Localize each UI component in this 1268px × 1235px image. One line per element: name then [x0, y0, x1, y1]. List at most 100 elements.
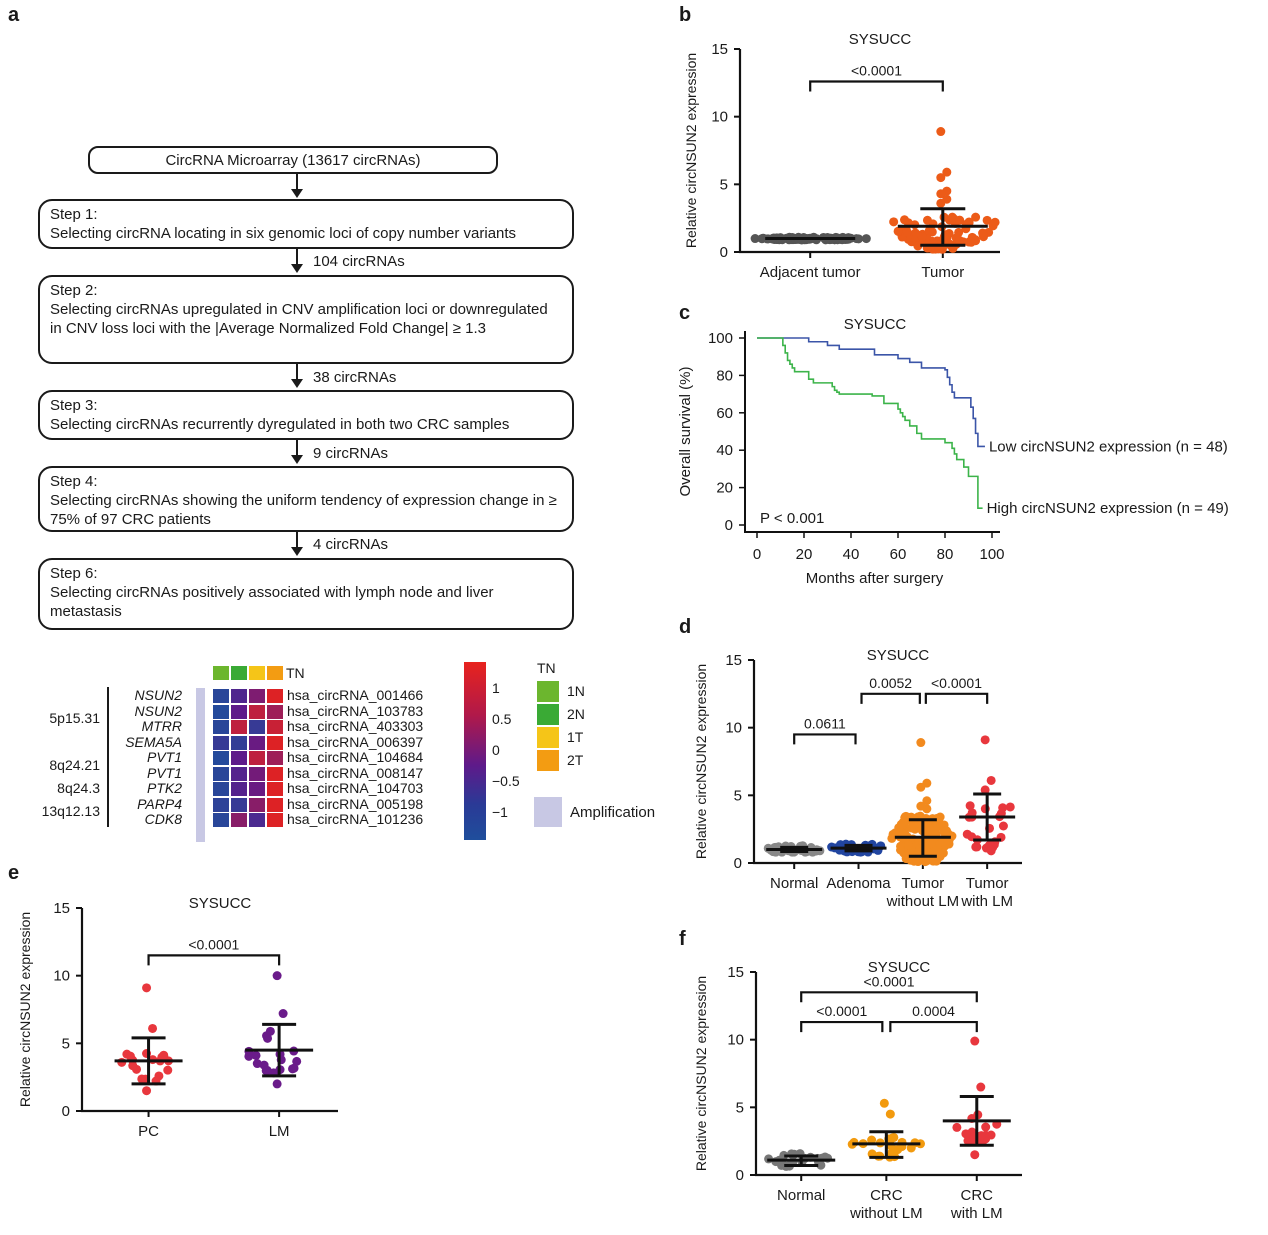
data-point [159, 1050, 169, 1060]
amplification-swatch [534, 797, 562, 827]
y-tick-label: 0 [736, 1167, 744, 1184]
data-point [970, 1150, 980, 1160]
data-point [750, 234, 760, 244]
p-value-annotation: P < 0.001 [760, 510, 824, 527]
flow-arrow [291, 249, 303, 273]
y-tick-label: 0 [720, 244, 728, 261]
p-value-label: <0.0001 [816, 1003, 867, 1019]
heatmap-cell [267, 720, 283, 734]
step-title: Step 6: [50, 565, 98, 582]
x-tick-label: Normal [777, 1187, 825, 1204]
data-point [964, 217, 974, 227]
heatmap-cell [249, 797, 265, 812]
heatmap-cell [231, 813, 247, 827]
heatmap-cell [213, 782, 229, 796]
data-point [890, 828, 900, 838]
legend-label: 1N [567, 683, 585, 699]
x-tick-label: LM [269, 1123, 290, 1140]
p-value-label: <0.0001 [864, 973, 915, 989]
locus-bracket [107, 780, 109, 796]
y-axis-label: Overall survival (%) [677, 366, 694, 496]
y-tick-label: 5 [62, 1035, 70, 1052]
gene-label: NSUN2 [134, 687, 182, 703]
data-point [916, 782, 926, 792]
y-tick-label: 10 [53, 968, 70, 985]
data-point [913, 241, 923, 251]
series-label: Low circNSUN2 expression (n = 48) [989, 438, 1228, 455]
step-text: Selecting circRNAs upregulated in CNV am… [50, 301, 548, 337]
y-tick-label: 15 [725, 652, 742, 669]
legend-label: 2N [567, 706, 585, 722]
y-tick-label: 15 [711, 41, 728, 58]
p-value-label: 0.0611 [804, 715, 846, 731]
gene-label: PARP4 [137, 795, 182, 812]
heatmap-cell [213, 689, 229, 703]
data-point [922, 796, 932, 806]
data-point [938, 836, 948, 846]
y-tick-label: 80 [716, 367, 733, 384]
gene-label: PVT1 [146, 764, 182, 781]
legend-title: TN [537, 660, 556, 676]
step-text: Selecting circRNAs showing the uniform t… [50, 492, 557, 528]
data-point [252, 1059, 262, 1069]
y-axis-label: Relative circNSUN2 expression [693, 664, 709, 859]
data-point [910, 220, 920, 230]
x-tick-label: Tumor [921, 264, 964, 281]
heatmap-cell [213, 813, 229, 827]
data-point [966, 237, 976, 247]
heatmap-cell [231, 735, 247, 750]
data-point [1005, 802, 1015, 812]
gene-label: NSUN2 [134, 702, 182, 719]
data-point [931, 856, 941, 866]
series-label: High circNSUN2 expression (n = 49) [987, 500, 1229, 517]
legend-swatch [537, 727, 559, 748]
circrna-id-label: hsa_circRNA_103783 [287, 702, 424, 719]
y-tick-label: 10 [725, 720, 742, 737]
chart-title: SYSUCC [189, 895, 252, 912]
data-point [902, 227, 912, 237]
y-tick-label: 10 [727, 1032, 744, 1049]
tn-header: TN [286, 665, 305, 681]
data-point [272, 1079, 282, 1089]
data-point [936, 127, 946, 137]
circrna-id-label: hsa_circRNA_403303 [287, 718, 424, 734]
data-point [978, 230, 988, 240]
panel-label-f: f [679, 928, 686, 950]
amplification-label: Amplification [570, 804, 656, 821]
x-tick-label: 40 [843, 546, 860, 563]
data-point [955, 215, 965, 225]
data-point [925, 824, 935, 834]
heatmap-cell [249, 751, 265, 765]
significance-bracket [924, 692, 989, 704]
x-tick-label: Adenoma [826, 875, 891, 892]
flow-arrow [291, 532, 303, 556]
data-point [163, 1065, 173, 1075]
panel-label-c: c [679, 302, 691, 324]
data-point [867, 1135, 877, 1145]
heatmap-cell [213, 720, 229, 734]
data-point [854, 234, 864, 244]
circrna-id-label: hsa_circRNA_104703 [287, 780, 424, 796]
data-point [998, 803, 1008, 813]
flow-arrow [291, 364, 303, 388]
data-point [903, 840, 913, 850]
locus-label: 13q12.13 [41, 803, 100, 819]
flowchart-step-3: Step 3: Selecting circRNAs recurrently d… [38, 390, 574, 440]
heatmap-cell [213, 751, 229, 765]
colorbar-tick: 0 [492, 742, 500, 758]
data-point [936, 198, 946, 208]
heatmap-cell [231, 797, 247, 812]
y-tick-label: 20 [716, 480, 733, 497]
flow-arrow [291, 440, 303, 464]
data-point [272, 971, 282, 981]
significance-bracket [793, 733, 857, 745]
significance-bracket [860, 692, 921, 704]
y-tick-label: 40 [716, 442, 733, 459]
data-point [896, 819, 906, 829]
data-point [955, 235, 965, 245]
chart-title: SYSUCC [849, 31, 912, 48]
significance-bracket [800, 991, 978, 1003]
chart-title: SYSUCC [867, 647, 930, 664]
significance-bracket [809, 80, 944, 92]
data-point [917, 232, 927, 242]
